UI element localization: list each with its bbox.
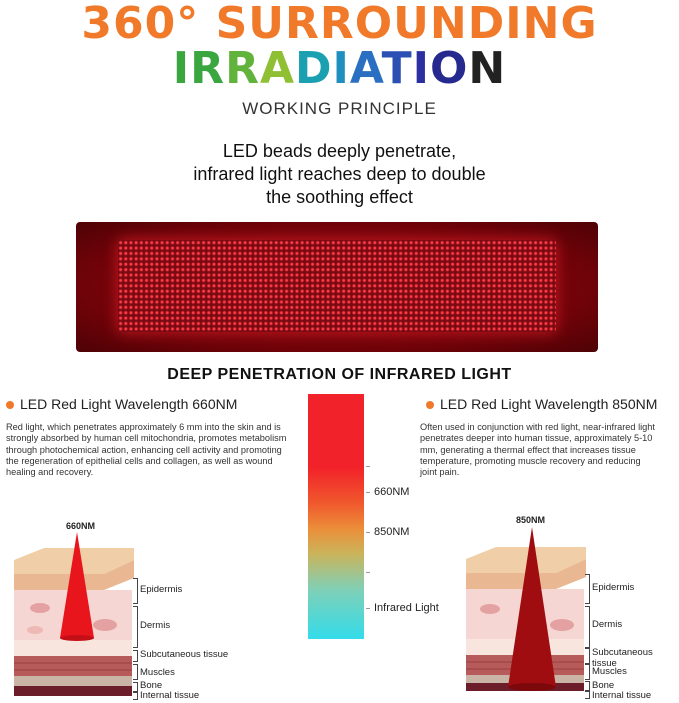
bullet-dot-icon xyxy=(6,401,14,410)
section-title: DEEP PENETRATION OF INFRARED LIGHT xyxy=(167,366,512,383)
tagline-line-2: infrared light reaches deep to double xyxy=(193,164,486,184)
tagline-line-1: LED beads deeply penetrate, xyxy=(222,141,457,161)
label-dermis: Dermis xyxy=(140,620,171,631)
right-wavelength-heading: LED Red Light Wavelength 850NM xyxy=(426,396,657,412)
label-subcutaneous: Subcutaneous tissue xyxy=(140,649,229,660)
label-epidermis-right: Epidermis xyxy=(592,582,635,593)
label-bone: Bone xyxy=(140,680,163,691)
right-cone-label: 850NM xyxy=(516,515,546,525)
spectrum-label-850nm: 850NM xyxy=(374,526,410,538)
spectrum-tick xyxy=(366,572,370,573)
bullet-dot-icon xyxy=(426,401,434,410)
left-cone-label: 660NM xyxy=(66,521,96,531)
label-dermis-right: Dermis xyxy=(592,619,623,630)
spectrum-label-infrared: Infrared Light xyxy=(374,602,439,614)
left-wavelength-description: Red light, which penetrates approximatel… xyxy=(6,422,287,478)
led-bead-grid xyxy=(118,240,556,332)
label-internal: Internal tissue xyxy=(140,690,200,701)
red-light-cone xyxy=(60,532,94,638)
label-subcutaneous-right: Subcutaneous tissue xyxy=(592,647,653,669)
right-wavelength-title: LED Red Light Wavelength 850NM xyxy=(440,396,658,412)
left-wavelength-title: LED Red Light Wavelength 660NM xyxy=(20,396,238,412)
headline-line-1: 360° SURROUNDING xyxy=(81,0,598,49)
spectrum-tick xyxy=(366,466,370,467)
label-muscles-right: Muscles xyxy=(592,666,627,677)
skin-diagram-660nm xyxy=(14,532,134,696)
headline-line-2: IRRADIATION xyxy=(172,43,507,94)
spectrum-tick xyxy=(366,492,370,493)
label-epidermis: Epidermis xyxy=(140,584,183,595)
skin-diagram-850nm xyxy=(466,527,586,691)
spectrum-tick xyxy=(366,532,370,533)
left-wavelength-heading: LED Red Light Wavelength 660NM xyxy=(6,396,237,412)
label-internal-right: Internal tissue xyxy=(592,690,652,701)
right-wavelength-description: Often used in conjunction with red light… xyxy=(420,422,655,478)
infrared-light-cone xyxy=(508,527,556,687)
label-muscles: Muscles xyxy=(140,667,175,678)
wavelength-spectrum-bar xyxy=(308,394,364,639)
subtitle: WORKING PRINCIPLE xyxy=(242,99,437,118)
spectrum-tick xyxy=(366,608,370,609)
led-panel-image xyxy=(76,222,598,352)
spectrum-label-660nm: 660NM xyxy=(374,486,410,498)
label-bone-right: Bone xyxy=(592,680,615,691)
tagline-line-3: the soothing effect xyxy=(266,187,413,207)
